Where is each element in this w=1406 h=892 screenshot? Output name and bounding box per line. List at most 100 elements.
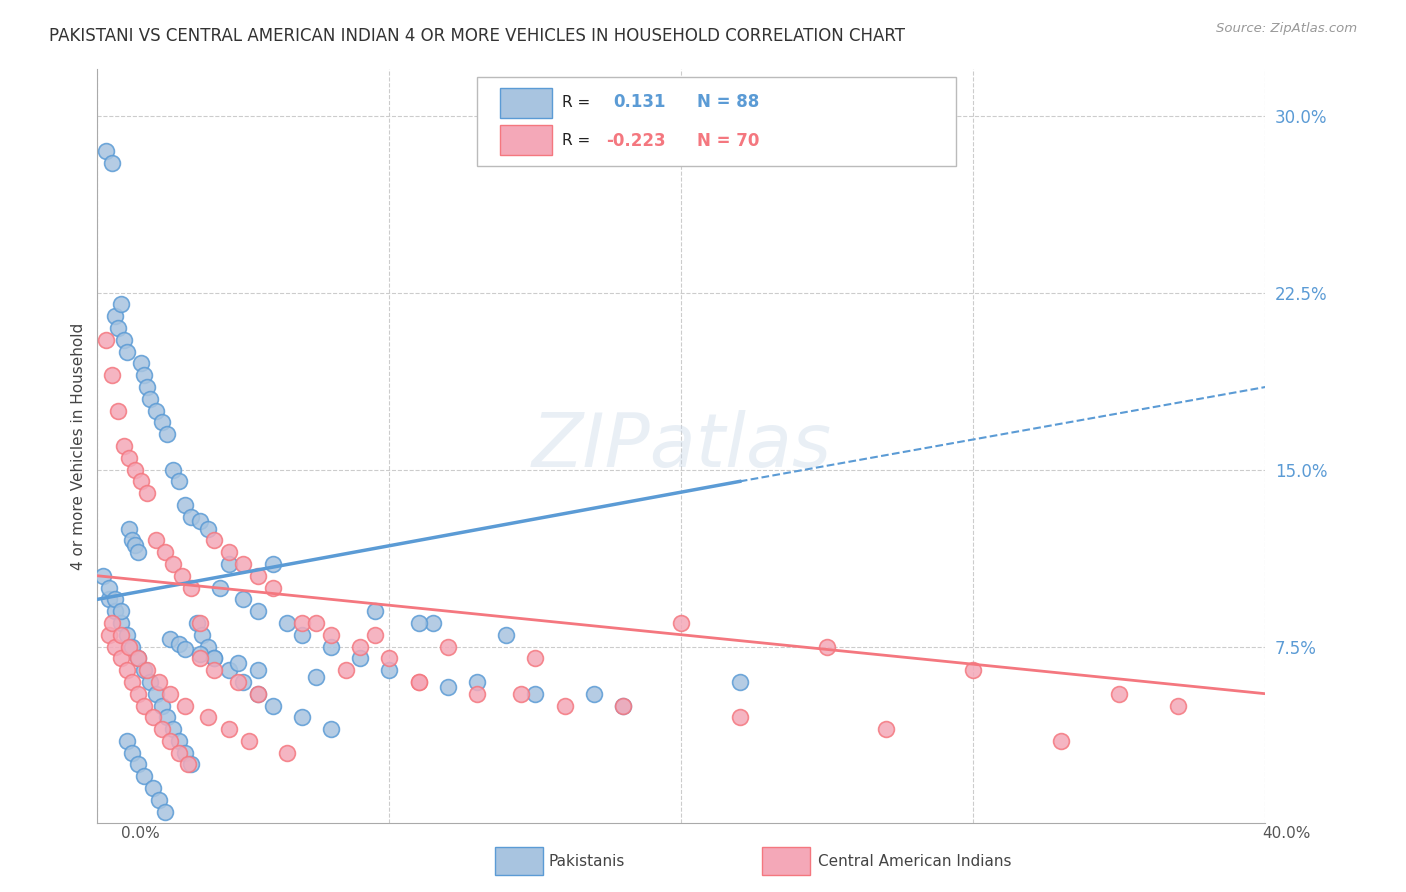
- Point: [121, 640, 143, 654]
- Point: [110, 604, 132, 618]
- Point: [129, 356, 152, 370]
- Text: ZIPatlas: ZIPatlas: [531, 410, 831, 482]
- Point: [436, 640, 458, 654]
- Point: [107, 321, 129, 335]
- Point: [305, 670, 328, 684]
- Point: [150, 698, 173, 713]
- Point: [121, 674, 143, 689]
- Point: [104, 592, 127, 607]
- Point: [364, 604, 387, 618]
- Point: [153, 545, 176, 559]
- Point: [422, 615, 444, 630]
- Point: [524, 651, 547, 665]
- Point: [115, 628, 138, 642]
- Point: [159, 687, 181, 701]
- Point: [291, 615, 314, 630]
- Point: [98, 628, 121, 642]
- Point: [98, 581, 121, 595]
- Point: [124, 462, 146, 476]
- Point: [132, 368, 155, 383]
- Point: [139, 392, 162, 406]
- Point: [148, 674, 170, 689]
- Point: [319, 628, 342, 642]
- Point: [728, 674, 751, 689]
- Point: [115, 663, 138, 677]
- Point: [167, 746, 190, 760]
- Point: [524, 687, 547, 701]
- Point: [110, 615, 132, 630]
- Text: -0.223: -0.223: [606, 132, 666, 150]
- Point: [107, 403, 129, 417]
- Point: [101, 368, 124, 383]
- Point: [110, 651, 132, 665]
- Point: [186, 615, 208, 630]
- Point: [159, 734, 181, 748]
- Point: [127, 545, 149, 559]
- Point: [94, 144, 117, 158]
- Point: [98, 592, 121, 607]
- Point: [129, 475, 152, 489]
- Point: [378, 663, 401, 677]
- Point: [436, 680, 458, 694]
- Point: [232, 557, 254, 571]
- Point: [156, 427, 179, 442]
- Point: [191, 628, 214, 642]
- Point: [118, 450, 141, 465]
- Point: [197, 710, 219, 724]
- Point: [174, 498, 197, 512]
- Point: [177, 757, 200, 772]
- Point: [136, 486, 159, 500]
- Point: [188, 515, 211, 529]
- Point: [226, 674, 249, 689]
- Point: [1050, 734, 1073, 748]
- Text: N = 88: N = 88: [696, 94, 759, 112]
- Point: [188, 651, 211, 665]
- Text: Pakistanis: Pakistanis: [548, 855, 624, 869]
- Point: [167, 475, 190, 489]
- Point: [465, 674, 488, 689]
- Point: [232, 674, 254, 689]
- Point: [118, 522, 141, 536]
- Point: [150, 416, 173, 430]
- Point: [188, 615, 211, 630]
- Point: [305, 615, 328, 630]
- Point: [218, 557, 240, 571]
- Point: [153, 805, 176, 819]
- Point: [349, 640, 371, 654]
- Point: [408, 674, 430, 689]
- Point: [962, 663, 984, 677]
- Point: [150, 722, 173, 736]
- Point: [319, 640, 342, 654]
- Point: [127, 757, 149, 772]
- Point: [378, 651, 401, 665]
- Point: [142, 710, 165, 724]
- Point: [238, 734, 260, 748]
- Point: [276, 746, 298, 760]
- Point: [167, 637, 190, 651]
- Point: [162, 462, 184, 476]
- Point: [180, 509, 202, 524]
- Point: [132, 769, 155, 783]
- Point: [91, 568, 114, 582]
- Point: [162, 557, 184, 571]
- Point: [612, 698, 634, 713]
- Point: [148, 793, 170, 807]
- Y-axis label: 4 or more Vehicles in Household: 4 or more Vehicles in Household: [72, 322, 86, 570]
- Point: [276, 615, 298, 630]
- Point: [197, 522, 219, 536]
- Point: [136, 380, 159, 394]
- Point: [291, 628, 314, 642]
- Point: [197, 640, 219, 654]
- Point: [136, 663, 159, 677]
- Point: [202, 651, 225, 665]
- Text: 0.131: 0.131: [613, 94, 666, 112]
- Point: [582, 687, 605, 701]
- Point: [174, 641, 197, 656]
- Point: [218, 663, 240, 677]
- Point: [408, 615, 430, 630]
- Point: [246, 663, 269, 677]
- Text: R =: R =: [562, 95, 595, 110]
- Point: [180, 581, 202, 595]
- Text: Central American Indians: Central American Indians: [818, 855, 1012, 869]
- FancyBboxPatch shape: [501, 88, 551, 118]
